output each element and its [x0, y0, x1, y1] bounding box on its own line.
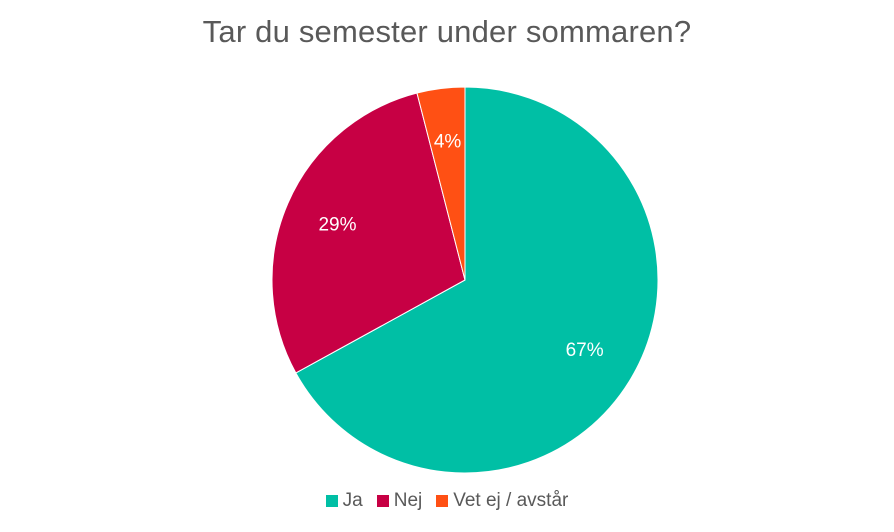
legend-item: Ja: [325, 490, 363, 512]
legend-swatch: [436, 495, 449, 507]
legend-label: Vet ej / avstår: [453, 490, 569, 511]
legend-item: Vet ej / avstår: [436, 490, 568, 512]
data-label: 67%: [566, 340, 604, 361]
legend: Ja Nej Vet ej / avstår: [0, 490, 894, 512]
pie-data-labels: 67% 29% 4%: [318, 132, 603, 362]
legend-swatch: [325, 495, 338, 507]
pie-slice-vet-ej-avst-r: [416, 86, 466, 281]
legend-label: Nej: [393, 490, 423, 511]
data-label: 29%: [318, 214, 356, 235]
pie-slice-nej: [271, 92, 466, 374]
legend-swatch: [376, 495, 389, 507]
pie-slice-ja: [295, 86, 659, 474]
legend-label: Ja: [342, 490, 363, 511]
pie-slices: [271, 86, 659, 474]
data-label: 4%: [434, 132, 462, 153]
legend-item: Nej: [376, 490, 423, 512]
chart-title: Tar du semester under sommaren?: [202, 14, 692, 49]
